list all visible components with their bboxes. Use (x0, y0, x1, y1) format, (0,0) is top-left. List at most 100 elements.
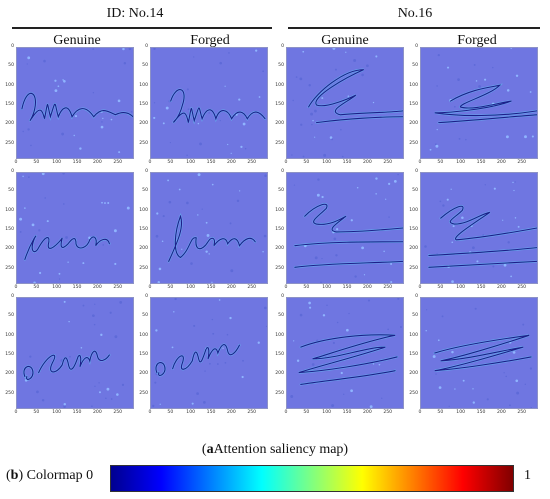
saliency-speckle (505, 375, 508, 378)
saliency-speckle (510, 275, 513, 278)
y-tick-label: 0 (415, 44, 418, 49)
saliency-speckle (437, 339, 440, 342)
saliency-speckle (58, 278, 61, 280)
saliency-speckle (73, 134, 75, 137)
saliency-plot-no16-forged-row2 (420, 172, 538, 284)
signature-stroke (308, 69, 403, 124)
saliency-speckle (482, 234, 485, 237)
saliency-speckle (186, 154, 188, 157)
x-tick-label: 0 (148, 160, 152, 165)
y-tick-label: 250 (409, 265, 418, 271)
saliency-speckle (204, 370, 206, 372)
saliency-speckle (79, 147, 82, 150)
saliency-speckle (43, 59, 46, 63)
saliency-speckle (316, 193, 320, 197)
colormap-label: b (10, 468, 19, 483)
y-tick-label: 0 (145, 169, 148, 174)
saliency-speckle (350, 219, 353, 222)
x-tick-label: 0 (148, 285, 152, 290)
x-tick-label: 50 (167, 160, 174, 165)
saliency-speckle (314, 256, 318, 260)
saliency-speckle (162, 122, 165, 125)
saliency-speckle (98, 382, 100, 384)
saliency-speckle (227, 143, 229, 146)
saliency-speckle (385, 198, 387, 200)
saliency-speckle (388, 216, 390, 218)
colormap-max-label: 1 (524, 468, 531, 483)
saliency-speckle (153, 116, 156, 120)
saliency-speckle (80, 347, 83, 349)
saliency-speckle (361, 73, 364, 77)
saliency-speckle (222, 347, 224, 349)
saliency-speckle (107, 201, 110, 204)
saliency-speckle (219, 61, 223, 65)
caption-label: a (206, 442, 214, 457)
saliency-speckle (27, 56, 31, 60)
saliency-speckle (193, 324, 196, 327)
saliency-speckle (206, 234, 210, 237)
saliency-speckle (229, 316, 232, 320)
saliency-speckle (313, 109, 317, 113)
signature-stroke (24, 235, 110, 260)
x-tick-label: 150 (206, 410, 216, 415)
saliency-speckle (101, 201, 103, 204)
x-tick-label: 250 (383, 160, 393, 165)
saliency-speckle (451, 241, 454, 244)
saliency-speckle (316, 339, 319, 342)
saliency-speckle (262, 70, 265, 73)
saliency-speckle (167, 179, 170, 182)
saliency-speckle (22, 175, 24, 178)
saliency-speckle (446, 198, 449, 201)
column-title-no16-forged: Forged (457, 33, 497, 48)
saliency-speckle (514, 181, 516, 183)
x-tick-label: 250 (517, 410, 527, 415)
saliency-speckle (203, 401, 206, 404)
x-tick-label: 0 (14, 285, 18, 290)
y-tick-label: 150 (409, 351, 418, 357)
saliency-speckle (505, 135, 509, 139)
saliency-speckle (264, 174, 267, 178)
saliency-speckle (212, 332, 215, 335)
saliency-speckle (308, 301, 311, 305)
saliency-speckle (299, 313, 303, 317)
saliency-speckle (264, 306, 267, 310)
saliency-speckle (510, 48, 513, 49)
saliency-speckle (93, 323, 96, 326)
x-tick-label: 50 (33, 285, 40, 290)
x-tick-label: 200 (226, 285, 236, 290)
y-tick-label: 50 (8, 313, 14, 319)
y-tick-label: 200 (275, 371, 284, 377)
signature-heatmap (291, 48, 403, 158)
saliency-speckle (36, 390, 39, 394)
saliency-speckle (205, 221, 208, 224)
saliency-speckle (454, 388, 456, 390)
saliency-speckle (187, 108, 190, 111)
y-tick-label: 200 (275, 121, 284, 127)
saliency-speckle (46, 220, 49, 223)
x-tick-label: 200 (362, 160, 372, 165)
saliency-speckle (208, 112, 210, 114)
saliency-speckle (531, 135, 534, 138)
colormap-text: Colormap 0 (26, 468, 94, 483)
saliency-speckle (451, 350, 454, 354)
x-tick-label: 0 (284, 285, 288, 290)
y-tick-label: 100 (275, 332, 284, 338)
saliency-plot-no16-genuine-row2 (286, 172, 404, 284)
saliency-speckle (453, 105, 456, 108)
saliency-speckle (323, 153, 327, 157)
x-tick-label: 100 (52, 160, 62, 165)
saliency-speckle (451, 280, 454, 283)
saliency-speckle (341, 155, 344, 158)
saliency-speckle (334, 68, 337, 71)
saliency-speckle (517, 225, 520, 228)
saliency-speckle (329, 136, 333, 139)
saliency-speckle (126, 206, 130, 210)
x-tick-label: 100 (322, 410, 332, 415)
x-tick-label: 100 (456, 410, 466, 415)
x-tick-label: 50 (167, 285, 174, 290)
x-tick-label: 150 (206, 285, 216, 290)
x-tick-label: 250 (383, 410, 393, 415)
saliency-speckle (296, 359, 300, 362)
signature-heatmap (19, 173, 130, 283)
saliency-speckle (186, 201, 189, 205)
